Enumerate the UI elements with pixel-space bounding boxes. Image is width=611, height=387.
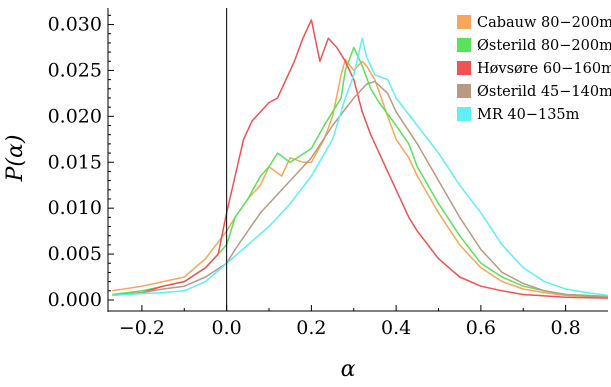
legend-swatch-2 — [457, 38, 471, 52]
legend: Cabauw 80−200m Østerild 80−200m Høvsøre 60… — [457, 15, 611, 123]
x-tick-label: 0.0 — [212, 317, 242, 339]
x-tick-label: 0.6 — [466, 317, 496, 339]
y-axis-label: P(α) — [3, 135, 28, 183]
series-line-4 — [112, 80, 609, 298]
legend-label-3: Høvsøre 60−160m — [477, 61, 611, 77]
y-tick-label: 0.010 — [48, 197, 102, 219]
series-line-1 — [112, 58, 609, 298]
x-tick-label: 0.4 — [381, 317, 411, 339]
y-tick-label: 0.020 — [48, 105, 102, 127]
series-line-2 — [112, 46, 609, 298]
series-line-5 — [112, 37, 609, 297]
series-layer — [112, 19, 609, 299]
legend-label-5: MR 40−135m — [477, 107, 580, 123]
x-axis-label: α — [341, 357, 356, 382]
x-tick-label: 0.2 — [296, 317, 326, 339]
legend-swatch-3 — [457, 61, 471, 75]
y-tick-label: 0.030 — [48, 14, 102, 36]
ticks-layer: −0.2 0.0 0.2 0.4 0.6 0.8 0.000 0.005 0.010 0.015 0… — [48, 14, 581, 339]
y-tick-label: 0.005 — [48, 243, 102, 265]
series-line-3 — [112, 19, 609, 299]
x-tick-label: 0.8 — [551, 317, 581, 339]
legend-label-4: Østerild 45−140m — [477, 84, 611, 100]
x-tick-label: −0.2 — [119, 317, 165, 339]
legend-swatch-4 — [457, 84, 471, 98]
legend-label-1: Cabauw 80−200m — [477, 15, 611, 31]
y-tick-label: 0.025 — [48, 59, 102, 81]
legend-label-2: Østerild 80−200m — [477, 38, 611, 54]
y-tick-label: 0.015 — [48, 151, 102, 173]
axes-layer — [107, 8, 608, 312]
legend-swatch-1 — [457, 15, 471, 29]
legend-swatch-5 — [457, 107, 471, 121]
y-tick-label: 0.000 — [48, 289, 102, 311]
